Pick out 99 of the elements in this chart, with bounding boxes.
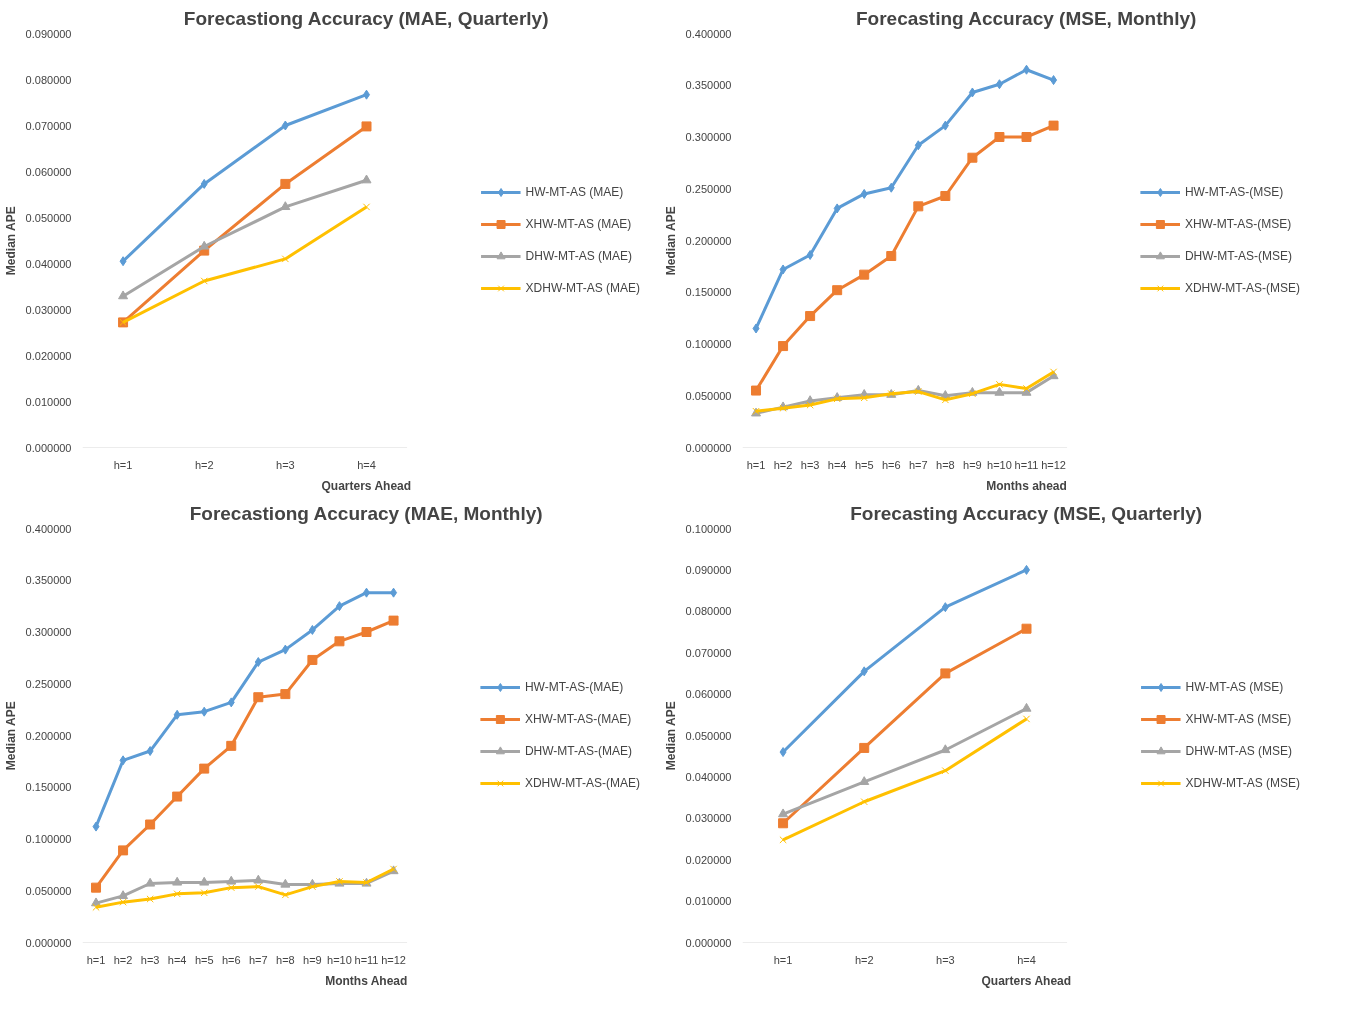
- y-tick-label: 0.150000: [25, 781, 72, 794]
- y-tick-label: 0.070000: [25, 119, 72, 132]
- y-tick-label: 0.350000: [685, 79, 732, 92]
- y-tick-label: 0.080000: [25, 73, 72, 86]
- legend-label: XHW-MT-AS-(MAE): [524, 712, 632, 726]
- legend-label: HW-MT-AS-(MSE): [1184, 185, 1284, 199]
- x-tick-label: h=1: [773, 953, 793, 966]
- x-tick-label: h=3: [140, 953, 160, 966]
- y-tick-label: 0.090000: [25, 27, 72, 40]
- y-tick-label: 0.200000: [25, 729, 72, 742]
- y-tick-label: 0.060000: [685, 688, 732, 701]
- legend-label: XDHW-MT-AS (MSE): [1185, 776, 1300, 790]
- x-tick-label: h=10: [327, 953, 352, 966]
- legend-label: XDHW-MT-AS (MAE): [525, 281, 640, 295]
- chart-title: Forecastiong Accuracy (MAE, Quarterly): [183, 7, 549, 29]
- y-axis-title: Median APE: [3, 701, 18, 771]
- x-tick-label: h=4: [167, 953, 187, 966]
- chart-title: Forecasting Accuracy (MSE, Monthly): [856, 7, 1197, 29]
- y-tick-label: 0.250000: [25, 677, 72, 690]
- x-tick-label: h=4: [357, 458, 376, 471]
- x-tick-label: h=6: [881, 458, 901, 471]
- x-tick-label: h=1: [86, 953, 106, 966]
- legend-label: XHW-MT-AS (MAE): [525, 217, 632, 231]
- x-axis-title: Months ahead: [986, 478, 1067, 493]
- y-tick-label: 0.090000: [685, 563, 732, 576]
- y-axis-title: Median APE: [3, 206, 18, 276]
- y-tick-label: 0.300000: [25, 626, 72, 638]
- x-tick-label: h=2: [854, 953, 874, 966]
- y-tick-label: 0.040000: [25, 257, 72, 270]
- y-tick-label: 0.070000: [685, 646, 732, 659]
- x-tick-label: h=3: [800, 458, 820, 471]
- x-tick-label: h=9: [303, 953, 322, 966]
- x-tick-label: h=1: [113, 458, 133, 471]
- x-tick-label: h=8: [936, 458, 955, 471]
- x-tick-label: h=7: [248, 953, 268, 966]
- x-tick-label: h=4: [1017, 953, 1036, 966]
- y-tick-label: 0.400000: [25, 522, 72, 535]
- y-tick-label: 0.080000: [685, 605, 732, 618]
- x-axis-title: Quarters Ahead: [981, 973, 1072, 988]
- y-tick-label: 0.040000: [685, 770, 732, 783]
- y-tick-label: 0.000000: [685, 936, 732, 949]
- y-tick-label: 0.030000: [685, 812, 732, 825]
- y-tick-label: 0.000000: [25, 441, 72, 454]
- x-tick-label: h=3: [276, 458, 295, 471]
- legend-label: XHW-MT-AS-(MSE): [1184, 217, 1292, 231]
- y-tick-label: 0.050000: [25, 884, 72, 897]
- x-tick-label: h=7: [908, 458, 928, 471]
- y-tick-label: 0.030000: [25, 303, 72, 316]
- legend-label: XHW-MT-AS (MSE): [1185, 712, 1292, 726]
- x-tick-label: h=12: [1041, 458, 1066, 471]
- y-tick-label: 0.050000: [685, 389, 732, 402]
- y-axis-title: Median APE: [663, 206, 678, 276]
- legend-label: HW-MT-AS (MAE): [525, 185, 624, 199]
- y-tick-label: 0.020000: [25, 349, 72, 362]
- x-tick-label: h=5: [854, 458, 874, 471]
- legend-label: HW-MT-AS-(MAE): [524, 680, 624, 694]
- x-tick-label: h=12: [381, 953, 406, 966]
- legend-label: XDHW-MT-AS-(MAE): [524, 776, 640, 790]
- x-tick-label: h=10: [987, 458, 1012, 471]
- x-tick-label: h=11: [354, 953, 379, 966]
- x-tick-label: h=2: [194, 458, 214, 471]
- y-tick-label: 0.100000: [685, 338, 732, 350]
- y-tick-label: 0.020000: [685, 853, 732, 866]
- x-tick-label: h=5: [194, 953, 214, 966]
- y-tick-label: 0.250000: [685, 182, 732, 195]
- y-tick-label: 0.050000: [685, 729, 732, 742]
- y-tick-label: 0.010000: [685, 895, 732, 908]
- legend-label: XDHW-MT-AS-(MSE): [1184, 281, 1300, 295]
- y-tick-label: 0.100000: [685, 522, 732, 535]
- y-tick-label: 0.000000: [685, 441, 732, 454]
- x-tick-label: h=3: [936, 953, 955, 966]
- y-tick-label: 0.350000: [25, 574, 72, 587]
- y-tick-label: 0.200000: [685, 234, 732, 247]
- legend-label: DHW-MT-AS (MAE): [525, 249, 632, 263]
- x-tick-label: h=9: [963, 458, 982, 471]
- legend-label: DHW-MT-AS (MSE): [1185, 744, 1292, 758]
- x-tick-label: h=8: [276, 953, 295, 966]
- x-tick-label: h=4: [827, 458, 847, 471]
- y-tick-label: 0.150000: [685, 286, 732, 299]
- legend-label: HW-MT-AS (MSE): [1185, 680, 1284, 694]
- y-tick-label: 0.400000: [685, 27, 732, 40]
- x-tick-label: h=2: [773, 458, 793, 471]
- y-tick-label: 0.000000: [25, 936, 72, 949]
- x-tick-label: h=2: [113, 953, 133, 966]
- x-tick-label: h=1: [746, 458, 766, 471]
- chart-title: Forecastiong Accuracy (MAE, Monthly): [189, 502, 543, 524]
- x-axis-title: Months Ahead: [325, 973, 408, 988]
- legend-label: DHW-MT-AS-(MAE): [524, 744, 632, 758]
- y-tick-label: 0.050000: [25, 211, 72, 224]
- y-tick-label: 0.300000: [685, 131, 732, 143]
- legend-label: DHW-MT-AS-(MSE): [1184, 249, 1292, 263]
- y-tick-label: 0.010000: [25, 395, 72, 408]
- x-tick-label: h=11: [1014, 458, 1039, 471]
- y-tick-label: 0.100000: [25, 833, 72, 845]
- y-axis-title: Median APE: [663, 701, 678, 771]
- y-tick-label: 0.060000: [25, 165, 72, 178]
- chart-title: Forecasting Accuracy (MSE, Quarterly): [850, 502, 1203, 524]
- x-axis-title: Quarters Ahead: [321, 478, 412, 493]
- x-tick-label: h=6: [221, 953, 241, 966]
